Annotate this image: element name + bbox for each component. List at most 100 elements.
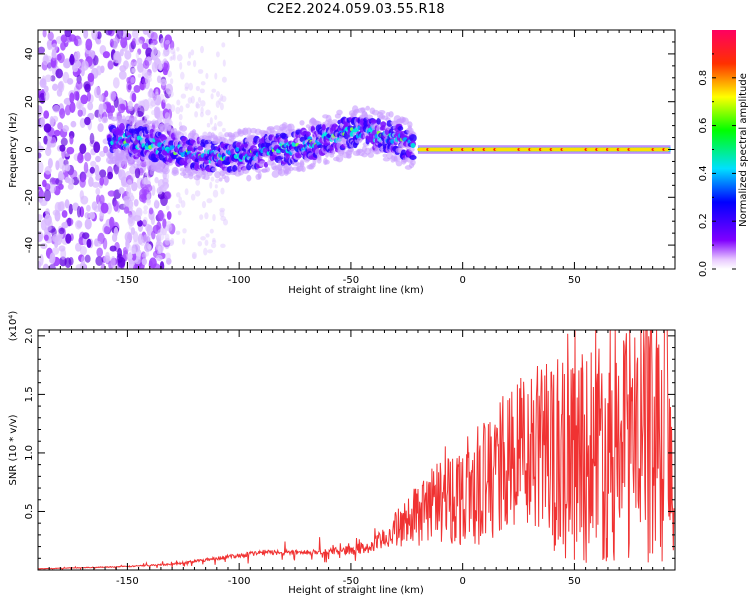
- spectrogram-cell: [57, 81, 64, 91]
- spectrogram-cell: [133, 214, 142, 222]
- spectrogram-cell: [160, 78, 167, 86]
- bottom-x-axis-label: Height of straight line (km): [288, 585, 424, 596]
- spectrogram-cell: [103, 175, 109, 186]
- colorbar-label: Normalized spectral amplitude: [738, 73, 749, 227]
- spectrogram-cell: [69, 55, 75, 66]
- spectrogram-cell: [164, 252, 171, 261]
- bottom-y-axis-label: SNR (10 * v/v): [8, 414, 19, 485]
- spectrogram-cell: [214, 184, 218, 189]
- spectrogram-cell: [211, 88, 217, 93]
- spectrogram-cell: [316, 156, 322, 164]
- spectrogram-cell: [74, 220, 83, 230]
- spectrogram-cell: [120, 176, 128, 186]
- bottom-y-tick-label: 1.5: [24, 386, 35, 402]
- spectrogram-cell: [148, 207, 154, 215]
- spectrogram-cell: [132, 116, 137, 122]
- spectrogram-cell: [38, 214, 43, 221]
- spectrogram-cell: [321, 124, 326, 131]
- spectrogram-cell: [220, 187, 225, 195]
- colorbar-tick-label: 0.8: [698, 70, 709, 86]
- spectrogram-cell: [83, 30, 89, 39]
- spectrogram-cell: [374, 147, 380, 155]
- spectrogram-cell: [151, 230, 156, 240]
- spectrogram-cell: [60, 248, 67, 260]
- spectrogram-cell: [211, 167, 218, 172]
- spectrogram-cell: [134, 37, 141, 46]
- spectrogram-cell: [75, 242, 82, 252]
- spectrogram-cell: [110, 255, 116, 268]
- spectrogram-cell: [409, 134, 417, 142]
- spectrogram-cell: [89, 132, 95, 145]
- spectrogram-cell: [60, 34, 68, 43]
- spectrogram-cell: [67, 178, 75, 185]
- spectrogram-cell: [172, 54, 176, 61]
- spectrogram-cell: [95, 187, 101, 196]
- spectrogram-cell: [410, 143, 416, 148]
- spectrogram-cell: [118, 187, 125, 195]
- spectrogram-cell: [224, 175, 230, 183]
- spectrogram-cell: [147, 243, 152, 250]
- spectrogram-cell: [169, 78, 174, 85]
- spectrogram-cell: [126, 244, 132, 251]
- spectrogram-cell: [64, 30, 72, 38]
- spectrogram-cell: [105, 251, 110, 262]
- spectrogram-cell: [58, 227, 65, 235]
- spectrogram-cell: [81, 173, 87, 181]
- spectrogram-cell: [46, 139, 51, 151]
- spectrogram-cell: [257, 171, 262, 180]
- spectrogram-cell: [219, 102, 224, 111]
- spectrogram-cell: [120, 103, 126, 111]
- spectrogram-cell: [222, 138, 228, 145]
- spectrogram-cell: [164, 191, 172, 200]
- spectrogram-cell: [336, 109, 343, 116]
- spectrogram-cell: [84, 254, 91, 263]
- spectrogram-cell: [305, 131, 311, 137]
- bottom-x-ticks: -150 -100 -50 0 50: [48, 330, 676, 587]
- spectrogram-cell: [68, 203, 73, 215]
- spectrogram-cell: [159, 261, 165, 269]
- spectrogram-cell: [265, 166, 270, 173]
- spectrogram-cell: [117, 256, 126, 268]
- spectrogram-cell: [209, 228, 214, 234]
- spectrogram-cell: [104, 30, 113, 36]
- bottom-x-tick-label: 0: [459, 576, 465, 587]
- spectrogram-cell: [206, 122, 211, 128]
- spectrogram-cell: [75, 80, 83, 90]
- spectrogram-cell: [165, 172, 170, 181]
- spectrogram-cell: [133, 84, 141, 93]
- spectrogram-cell: [66, 217, 72, 227]
- spectrogram-cell: [79, 143, 87, 155]
- spectrogram-cell: [197, 145, 204, 151]
- spectrogram-cell: [92, 181, 100, 188]
- spectrogram-cell: [86, 91, 91, 102]
- spectrogram-cell: [147, 97, 153, 106]
- spectrogram-cell: [190, 193, 196, 201]
- spectrogram-cell: [192, 253, 197, 259]
- spectrogram-cell: [109, 245, 117, 252]
- spectrogram-cell: [127, 192, 134, 198]
- spectrogram-cell: [271, 170, 280, 178]
- spectrogram-cell: [220, 216, 227, 222]
- spectrogram-cell: [180, 200, 186, 208]
- spectrogram-cell: [216, 90, 220, 98]
- snr-panel: [38, 330, 675, 570]
- spectrogram-cell: [91, 30, 98, 40]
- spectrogram-cell: [44, 183, 51, 191]
- spectrogram-cell: [197, 240, 203, 247]
- spectrogram-cell: [130, 227, 136, 235]
- spectrogram-cell: [109, 216, 115, 229]
- spectrogram-cell: [107, 171, 114, 180]
- spectrogram-cell: [408, 147, 415, 153]
- spectrogram-cell: [188, 82, 194, 91]
- spectrogram-cell: [52, 83, 59, 91]
- spectrogram-cell: [207, 131, 212, 139]
- spectrogram-cell: [212, 213, 216, 222]
- spectrogram-cell: [186, 158, 192, 165]
- spectrogram-cell: [69, 135, 74, 145]
- spectrogram-cell: [128, 214, 134, 225]
- spectrogram-cell: [180, 93, 187, 99]
- spectrogram-cell: [42, 30, 47, 38]
- spectrogram-cell: [197, 96, 202, 103]
- spectrogram-cell: [43, 123, 52, 133]
- spectrogram-cell: [401, 117, 409, 125]
